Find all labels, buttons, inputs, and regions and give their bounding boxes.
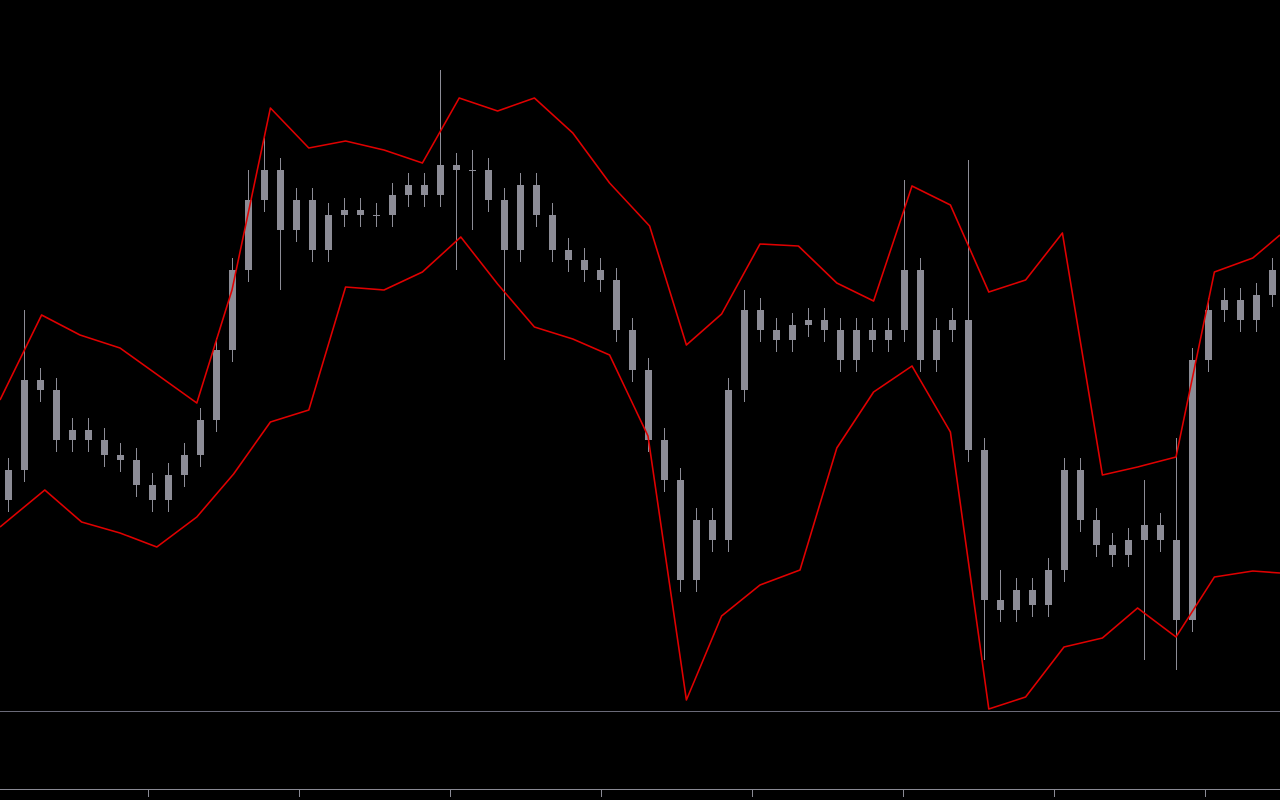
candle-body bbox=[949, 320, 956, 330]
candle-body bbox=[1061, 470, 1068, 570]
candle-body bbox=[197, 420, 204, 455]
candle-body bbox=[181, 455, 188, 475]
candle-body bbox=[869, 330, 876, 340]
candle-body bbox=[645, 370, 652, 440]
candle-body bbox=[821, 320, 828, 330]
candle-body bbox=[37, 380, 44, 390]
candle-body bbox=[917, 270, 924, 360]
candle-body bbox=[1013, 590, 1020, 610]
candle-body bbox=[1029, 590, 1036, 605]
candle-body bbox=[693, 520, 700, 580]
candle-body bbox=[53, 390, 60, 440]
candle-body bbox=[101, 440, 108, 455]
candle-body bbox=[805, 320, 812, 325]
candle-body bbox=[261, 170, 268, 200]
envelope-line bbox=[0, 97, 1280, 476]
candle-body bbox=[549, 215, 556, 250]
candle-body bbox=[389, 195, 396, 215]
candle-body bbox=[245, 200, 252, 270]
candle-body bbox=[965, 320, 972, 450]
candle-body bbox=[901, 270, 908, 330]
candle-body bbox=[1173, 540, 1180, 620]
candle-body bbox=[1125, 540, 1132, 555]
candle-body bbox=[981, 450, 988, 600]
candle-body bbox=[1221, 300, 1228, 310]
candle-body bbox=[293, 200, 300, 230]
candle-body bbox=[85, 430, 92, 440]
candle-body bbox=[1253, 295, 1260, 320]
candle-body bbox=[453, 165, 460, 170]
candle-body bbox=[661, 440, 668, 480]
candle-body bbox=[629, 330, 636, 370]
candle-body bbox=[517, 185, 524, 250]
candle-body bbox=[229, 270, 236, 350]
candle-body bbox=[725, 390, 732, 540]
time-axis bbox=[0, 789, 1280, 797]
candle-body bbox=[1157, 525, 1164, 540]
candle-body bbox=[581, 260, 588, 270]
candle-body bbox=[341, 210, 348, 215]
candle-body bbox=[597, 270, 604, 280]
candle-body bbox=[853, 330, 860, 360]
candle-body bbox=[789, 325, 796, 340]
candle-body bbox=[533, 185, 540, 215]
candle-body bbox=[277, 170, 284, 230]
candle-body bbox=[677, 480, 684, 580]
candle-body bbox=[421, 185, 428, 195]
candle-body bbox=[1141, 525, 1148, 540]
candle-body bbox=[1077, 470, 1084, 520]
candle-body bbox=[469, 170, 476, 171]
candle-body bbox=[149, 485, 156, 500]
candle-body bbox=[485, 170, 492, 200]
candle-body bbox=[437, 165, 444, 195]
candle-body bbox=[133, 460, 140, 485]
candle-body bbox=[373, 215, 380, 216]
candle-body bbox=[565, 250, 572, 260]
candle-body bbox=[613, 280, 620, 330]
candle-body bbox=[933, 330, 940, 360]
candle-body bbox=[1045, 570, 1052, 605]
candle-body bbox=[165, 475, 172, 500]
candle-body bbox=[309, 200, 316, 250]
candle-body bbox=[1269, 270, 1276, 295]
candle-body bbox=[885, 330, 892, 340]
candle-body bbox=[325, 215, 332, 250]
candle-body bbox=[213, 350, 220, 420]
candle-body bbox=[709, 520, 716, 540]
candle-body bbox=[837, 330, 844, 360]
candle-body bbox=[773, 330, 780, 340]
candle-body bbox=[501, 200, 508, 250]
candle-body bbox=[741, 310, 748, 390]
candle-body bbox=[357, 210, 364, 215]
candle-body bbox=[405, 185, 412, 195]
candle-body bbox=[757, 310, 764, 330]
plot-area bbox=[0, 70, 1280, 710]
candle-body bbox=[1205, 310, 1212, 360]
candle-body bbox=[997, 600, 1004, 610]
candle-body bbox=[5, 470, 12, 500]
candle-body bbox=[1109, 545, 1116, 555]
candle-body bbox=[1093, 520, 1100, 545]
envelope-line bbox=[0, 236, 1280, 710]
candle-body bbox=[1189, 360, 1196, 620]
candle-body bbox=[117, 455, 124, 460]
candle-body bbox=[1237, 300, 1244, 320]
candle-body bbox=[69, 430, 76, 440]
candle-body bbox=[21, 380, 28, 470]
